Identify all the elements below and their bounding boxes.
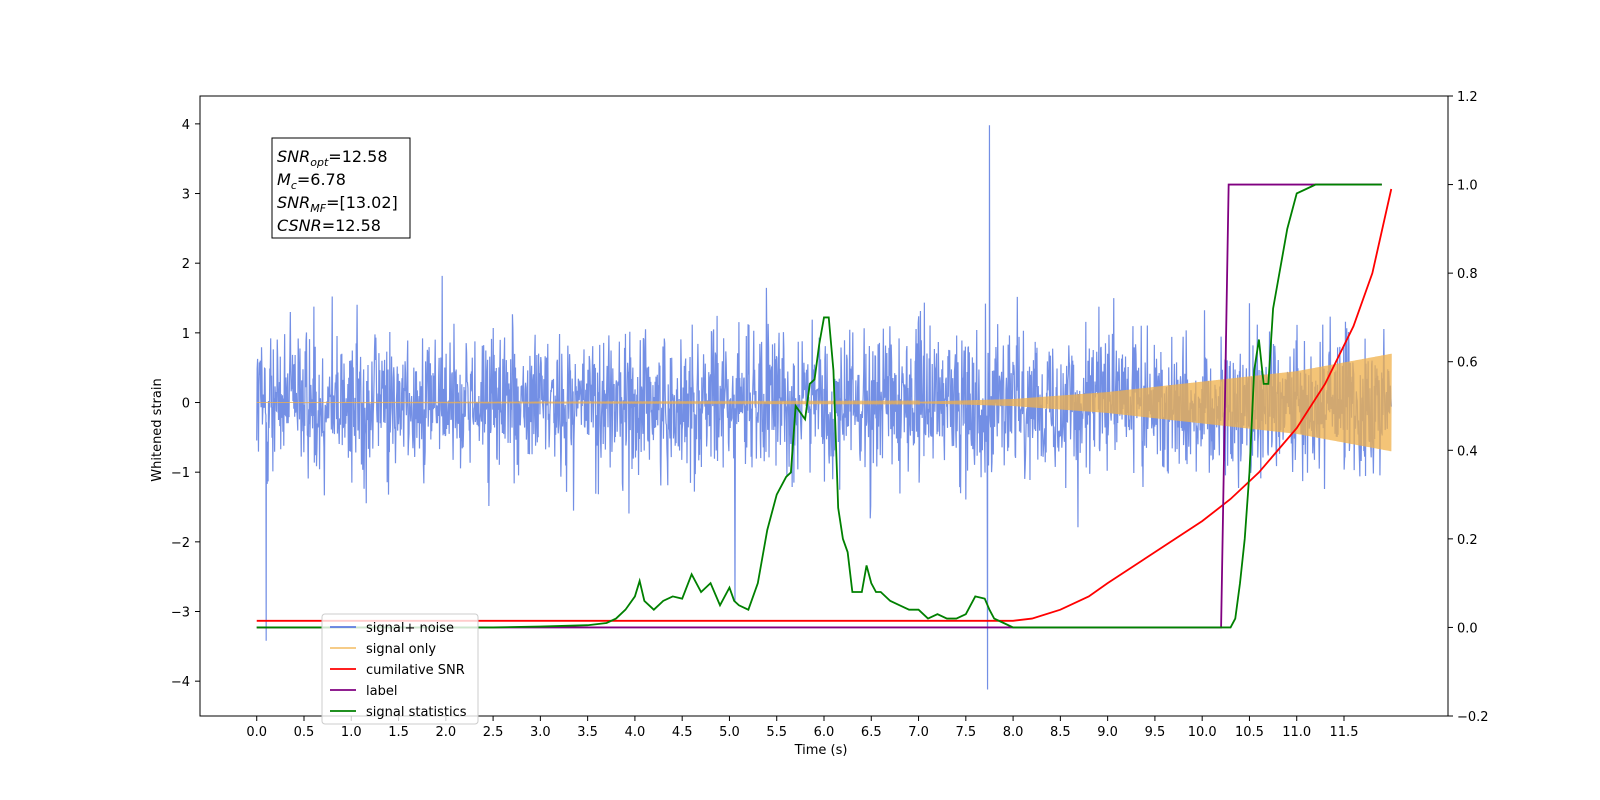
x-tick-label: 1.5: [388, 725, 409, 740]
y-left-tick-label: 3: [182, 188, 190, 203]
legend-label-signal-statistics: signal statistics: [366, 705, 467, 720]
y-left-tick-label: −3: [171, 606, 190, 621]
x-tick-label: 2.0: [435, 725, 456, 740]
y-right-tick-label: 0.8: [1457, 267, 1478, 282]
y-right-tick-label: 0.6: [1457, 356, 1478, 371]
series-label-line: [256, 183, 1382, 629]
x-tick-label: 11.5: [1330, 725, 1359, 740]
x-tick-label: 4.5: [672, 725, 693, 740]
x-tick-label: 7.5: [955, 725, 976, 740]
annotation-line: Mc=6.78: [277, 170, 346, 192]
x-tick-label: 1.0: [341, 725, 362, 740]
x-tick-label: 11.0: [1282, 725, 1311, 740]
y-left-tick-label: 4: [182, 118, 190, 133]
x-tick-label: 7.0: [908, 725, 929, 740]
x-tick-label: 2.5: [483, 725, 504, 740]
x-tick-label: 10.5: [1235, 725, 1264, 740]
y-left-tick-label: −1: [171, 466, 190, 481]
legend-label-signal-only: signal only: [366, 642, 436, 657]
y-right-tick-label: 1.2: [1457, 90, 1478, 105]
y-left-tick-label: 0: [182, 397, 190, 412]
x-tick-label: 6.5: [861, 725, 882, 740]
x-tick-label: 8.5: [1050, 725, 1071, 740]
x-tick-label: 10.0: [1188, 725, 1217, 740]
annotation-box: [271, 137, 411, 239]
x-tick-label: 9.0: [1097, 725, 1118, 740]
x-tick-label: 9.5: [1145, 725, 1166, 740]
annotation-line: SNRopt=12.58: [277, 147, 388, 169]
annotation-line: SNRMF=[13.02]: [277, 193, 398, 215]
legend-box: [321, 613, 479, 725]
y-left-tick-label: −4: [171, 675, 190, 690]
x-axis-label: Time (s): [794, 743, 848, 758]
series-signal-statistics-line: [256, 183, 1382, 629]
x-tick-label: 4.0: [625, 725, 646, 740]
x-tick-label: 0.5: [294, 725, 315, 740]
series-signal-only-line: [256, 353, 1392, 452]
legend-label-signal-noise: signal+ noise: [366, 621, 454, 636]
x-tick-label: 5.5: [766, 725, 787, 740]
y-axis-label: Whitened strain: [150, 378, 165, 481]
annotation-line: CSNR=12.58: [277, 216, 381, 235]
y-right-tick-label: 0.2: [1457, 533, 1478, 548]
y-left-tick-label: −2: [171, 536, 190, 551]
y-left-tick-label: 2: [182, 257, 190, 272]
y-right-tick-label: 1.0: [1457, 179, 1478, 194]
x-tick-label: 0.0: [246, 725, 267, 740]
x-tick-label: 3.5: [577, 725, 598, 740]
x-tick-label: 8.0: [1003, 725, 1024, 740]
legend-label-cumilative-snr: cumilative SNR: [366, 663, 465, 678]
y-right-tick-label: 0.4: [1457, 444, 1478, 459]
x-tick-label: 3.0: [530, 725, 551, 740]
y-right-tick-label: 0.0: [1457, 621, 1478, 636]
x-tick-label: 6.0: [814, 725, 835, 740]
y-right-tick-label: −0.2: [1457, 710, 1489, 725]
y-left-tick-label: 1: [182, 327, 190, 342]
legend-label-label: label: [366, 684, 397, 699]
x-tick-label: 5.0: [719, 725, 740, 740]
series-cumilative-snr-line: [256, 188, 1393, 622]
